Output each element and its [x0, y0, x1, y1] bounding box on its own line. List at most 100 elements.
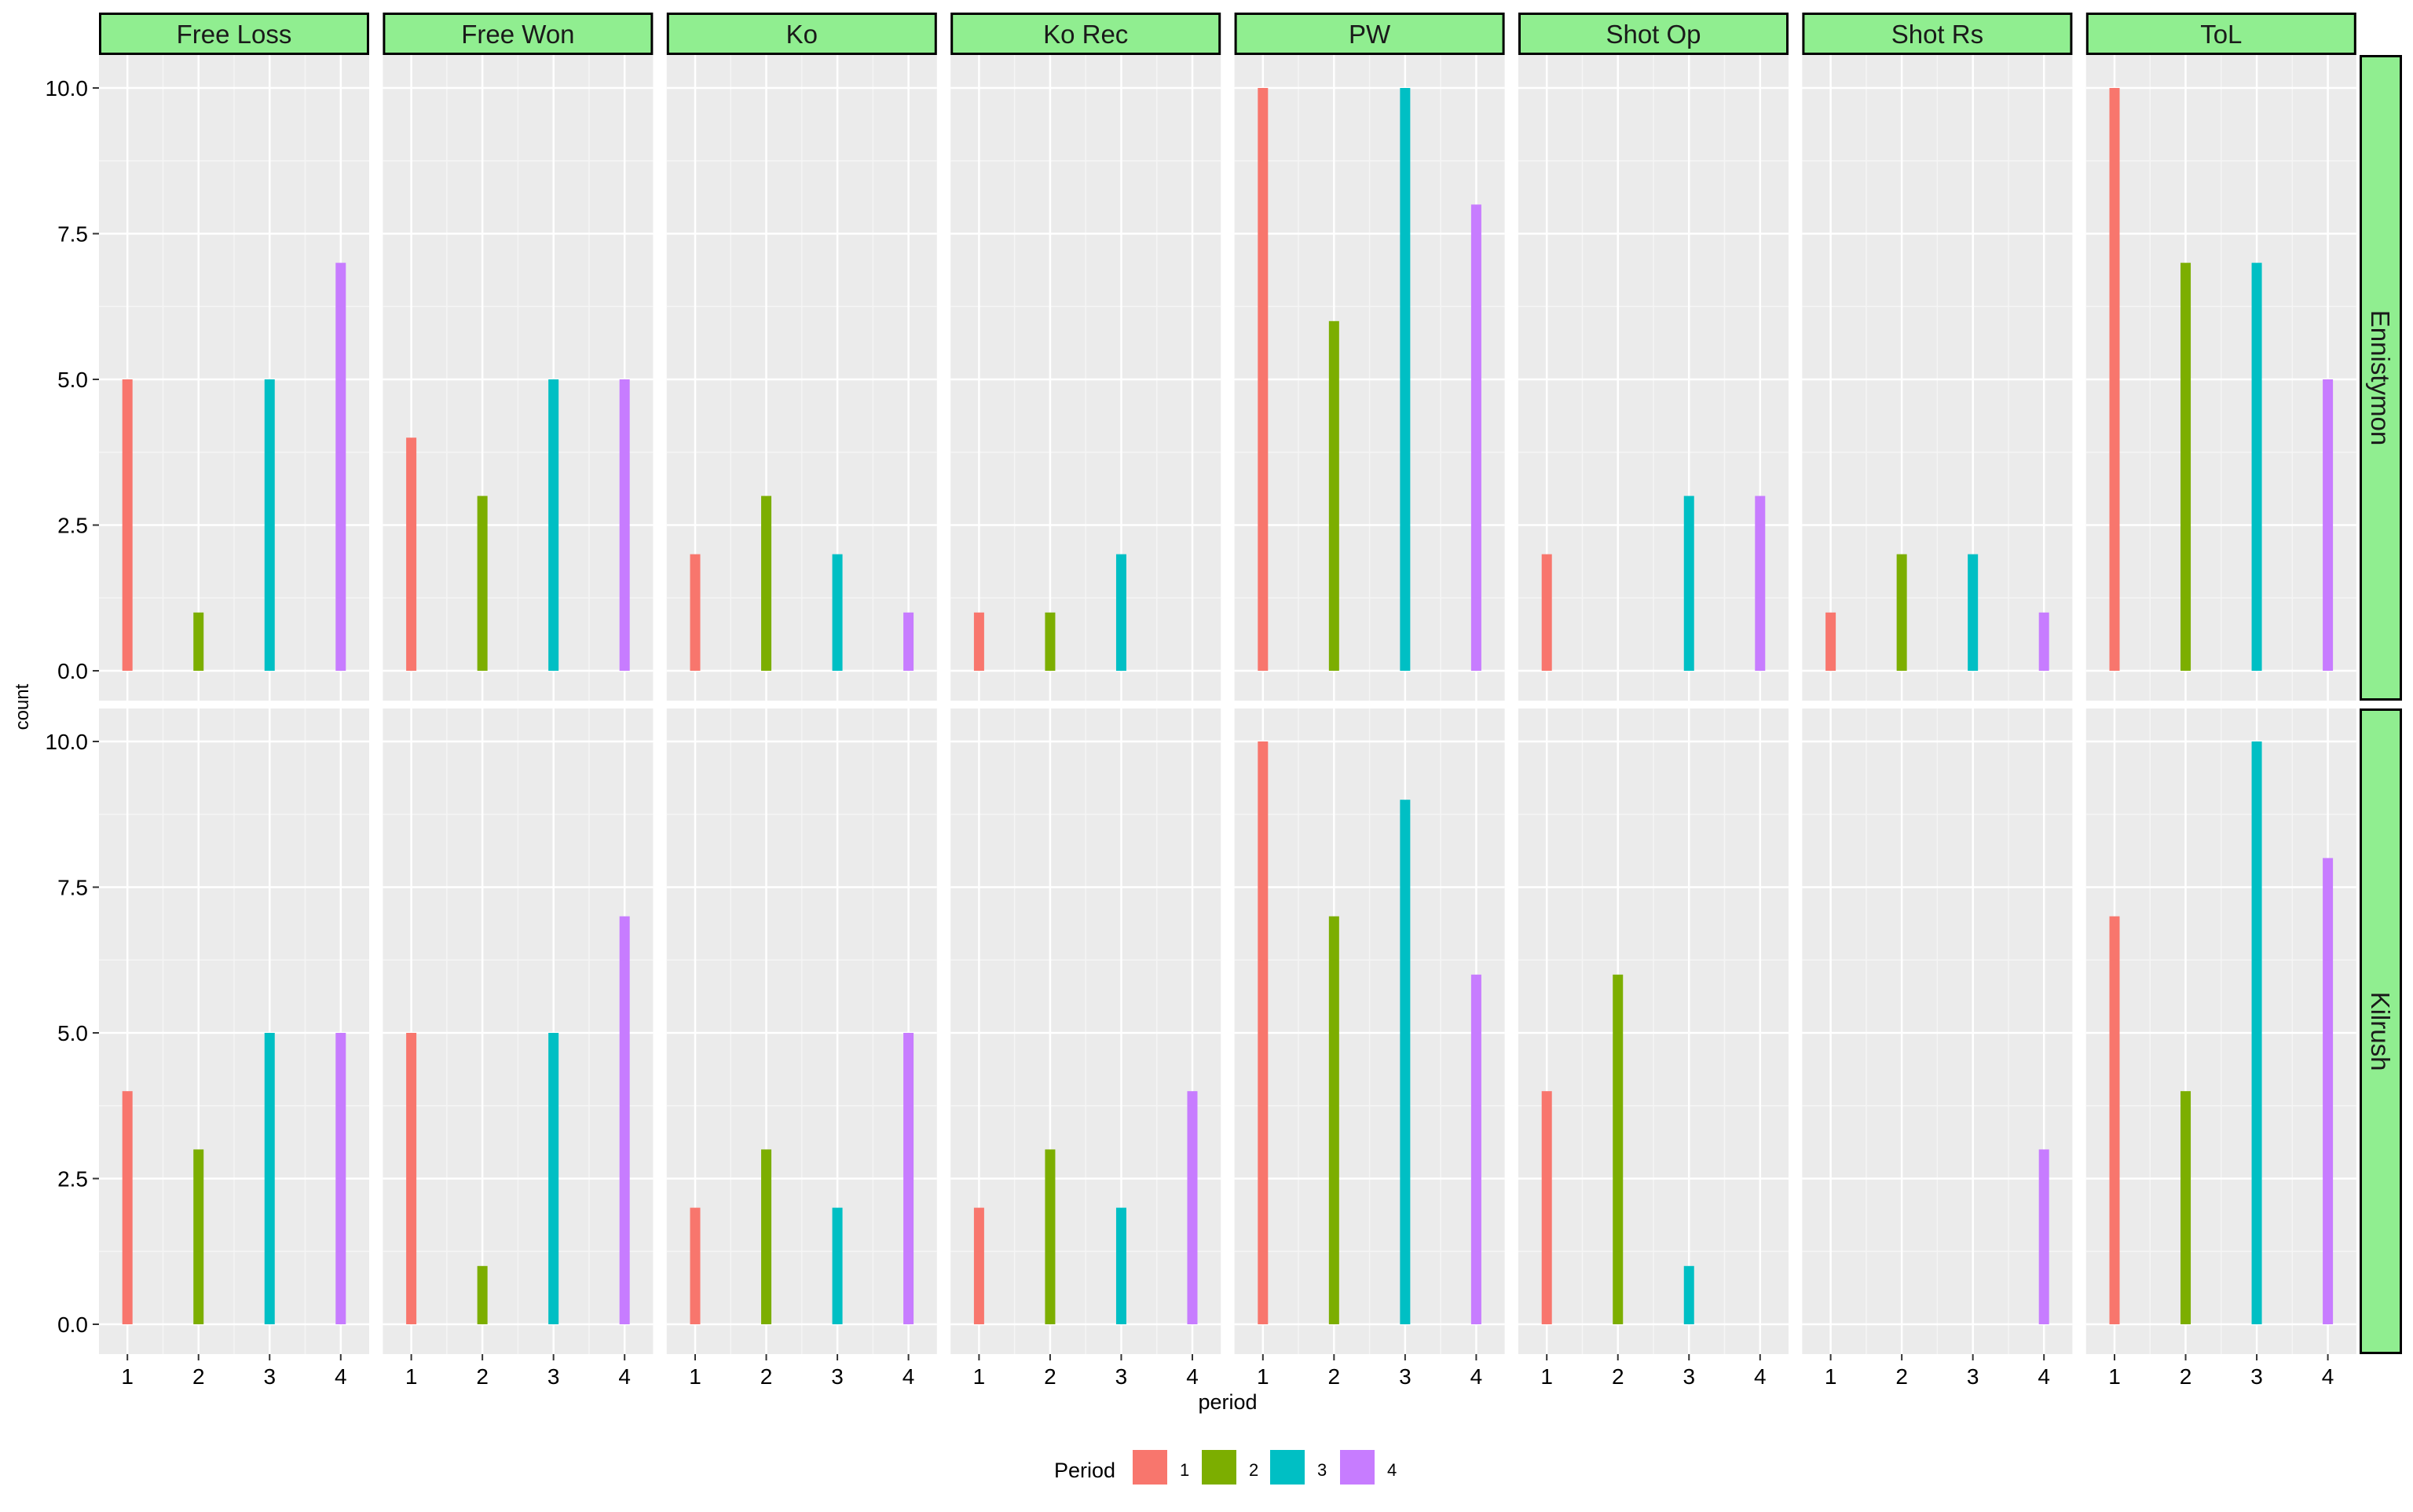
panel — [2085, 708, 2356, 1354]
legend-key — [1340, 1450, 1375, 1485]
x-tick-label: 4 — [2322, 1364, 2334, 1389]
panel — [1802, 55, 2073, 701]
row-strip: Kilrush — [2360, 708, 2402, 1354]
strip-label: Ko Rec — [1043, 20, 1128, 49]
y-tick-label: 7.5 — [57, 222, 88, 247]
strip-background — [383, 13, 654, 55]
legend-label: 3 — [1317, 1460, 1327, 1480]
x-tick-label: 1 — [1825, 1364, 1837, 1389]
bar — [335, 1033, 346, 1324]
bar — [406, 437, 417, 671]
y-tick-label: 2.5 — [57, 1167, 88, 1192]
x-tick-label: 2 — [1612, 1364, 1624, 1389]
strip-label: Ko — [786, 20, 818, 49]
y-tick-label: 10.0 — [46, 76, 89, 101]
panel — [1518, 55, 1789, 701]
axes-layer: 0.0 2.5 5.0 7.5 10.0 0.0 2.5 5.0 7.5 10.0 1 2 3 4 1 2 3 4… — [46, 76, 2334, 1389]
bar — [619, 916, 630, 1324]
y-tick-label: 0.0 — [57, 659, 88, 683]
column-strip: Free Won — [383, 13, 654, 55]
strip-label: ToL — [2200, 20, 2242, 49]
bar — [2251, 262, 2262, 672]
bar — [2109, 88, 2120, 671]
bar — [193, 612, 204, 671]
x-tick-label: 4 — [1186, 1364, 1199, 1389]
legend-item: 1 — [1133, 1450, 1189, 1485]
bar — [1045, 612, 1056, 671]
legend-label: 2 — [1249, 1460, 1258, 1480]
bar — [2038, 612, 2049, 671]
x-tick-label: 3 — [547, 1364, 560, 1389]
strip-background — [666, 13, 937, 55]
strip-label: Free Loss — [177, 20, 292, 49]
bar — [973, 612, 984, 671]
bar — [1755, 496, 1766, 671]
x-tick-label: 3 — [1683, 1364, 1695, 1389]
legend: Period 1 2 3 4 — [1054, 1450, 1397, 1485]
x-tick-label: 1 — [405, 1364, 418, 1389]
bar — [2251, 741, 2262, 1324]
bar — [1115, 554, 1126, 671]
bar — [1968, 554, 1979, 671]
bar — [761, 1149, 772, 1324]
legend-key — [1270, 1450, 1305, 1485]
strip-label: Shot Rs — [1891, 20, 1983, 49]
panel — [383, 708, 654, 1354]
strip-label: Shot Op — [1606, 20, 1701, 49]
y-tick-label: 5.0 — [57, 1021, 88, 1045]
bar — [690, 554, 701, 671]
x-tick-label: 4 — [618, 1364, 631, 1389]
panel — [950, 55, 1221, 701]
strip-background — [99, 13, 369, 55]
x-tick-label: 1 — [1257, 1364, 1269, 1389]
bar — [1683, 1265, 1694, 1324]
x-tick-label: 3 — [1399, 1364, 1412, 1389]
bar — [1045, 1149, 1056, 1324]
bar — [619, 379, 630, 671]
bar — [335, 262, 346, 672]
bar — [832, 1207, 843, 1324]
bar — [122, 379, 133, 671]
column-strip: ToL — [2085, 13, 2356, 55]
bar — [1328, 916, 1339, 1324]
x-tick-label: 4 — [903, 1364, 915, 1389]
bar — [761, 496, 772, 671]
bar — [1400, 800, 1411, 1324]
y-tick-label: 5.0 — [57, 368, 88, 392]
bar — [1258, 88, 1269, 671]
x-tick-label: 1 — [1540, 1364, 1553, 1389]
bar — [1470, 974, 1481, 1324]
bar — [122, 1091, 133, 1324]
x-tick-label: 1 — [973, 1364, 986, 1389]
y-tick-label: 2.5 — [57, 514, 88, 538]
bar — [264, 379, 275, 671]
bar — [1541, 554, 1552, 671]
panel — [99, 708, 369, 1354]
bar — [477, 1265, 488, 1324]
strip-label: Ennistymon — [2366, 310, 2395, 445]
x-tick-label: 3 — [263, 1364, 276, 1389]
bar — [1187, 1091, 1198, 1324]
bar — [1825, 612, 1836, 671]
bar — [832, 554, 843, 671]
x-tick-label: 2 — [1044, 1364, 1056, 1389]
bar — [548, 379, 559, 671]
bar — [264, 1033, 275, 1324]
legend-key — [1202, 1450, 1236, 1485]
x-tick-label: 3 — [831, 1364, 844, 1389]
strip-background — [950, 13, 1221, 55]
x-tick-label: 4 — [335, 1364, 347, 1389]
column-strip: Free Loss — [99, 13, 369, 55]
panel — [1234, 708, 1505, 1354]
panel — [1518, 708, 1789, 1354]
column-strip: Ko — [666, 13, 937, 55]
panel — [666, 55, 937, 701]
x-tick-label: 1 — [2108, 1364, 2121, 1389]
bar — [1683, 496, 1694, 671]
x-tick-label: 2 — [192, 1364, 205, 1389]
legend-key — [1133, 1450, 1167, 1485]
panel — [2085, 55, 2356, 701]
x-tick-label: 2 — [760, 1364, 773, 1389]
column-strip: Shot Op — [1518, 13, 1789, 55]
x-tick-label: 4 — [1470, 1364, 1483, 1389]
